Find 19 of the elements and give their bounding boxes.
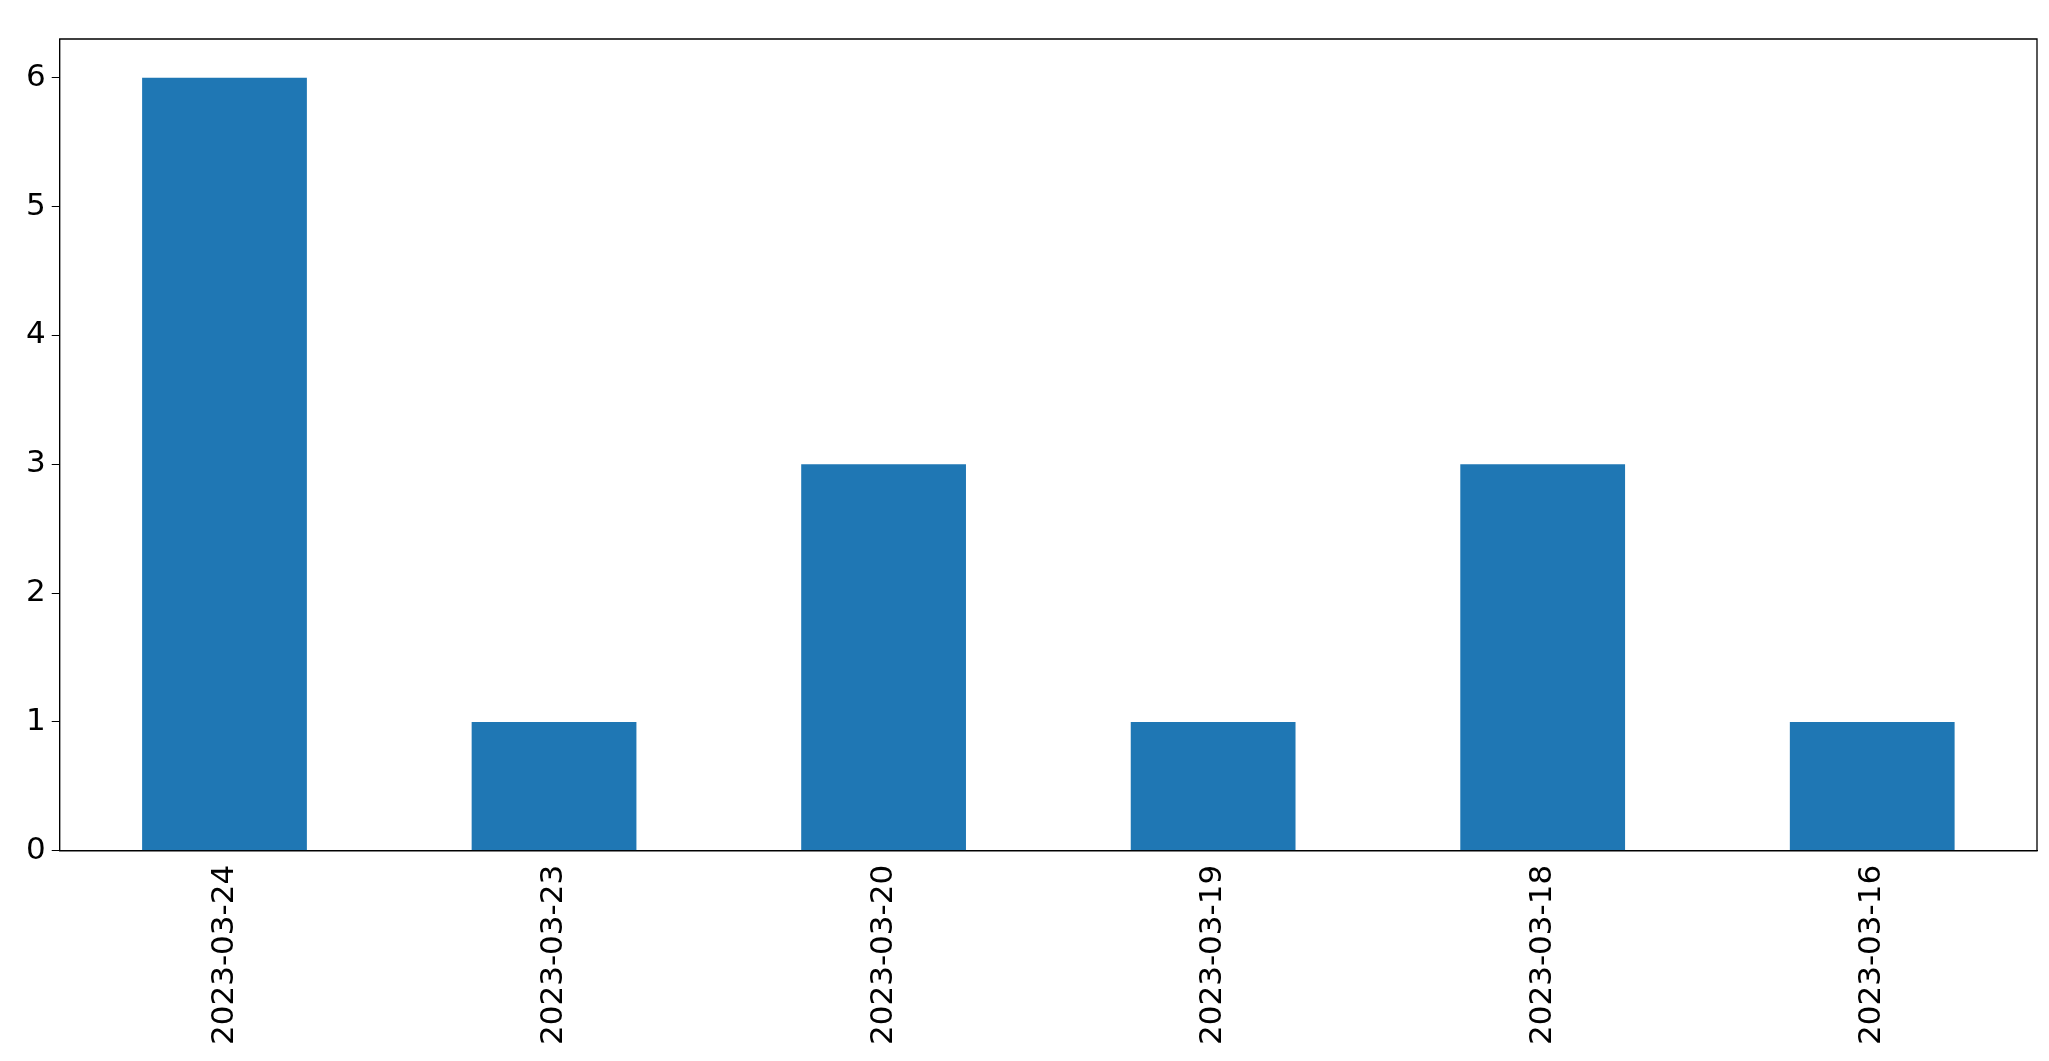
x-tick-label: 2023-03-16 (1851, 864, 1888, 1046)
bar (1460, 464, 1626, 851)
x-tick-label: 2023-03-24 (203, 864, 240, 1046)
y-tick-label: 0 (25, 829, 46, 866)
bar (1130, 721, 1296, 851)
y-tick-label: 3 (25, 443, 46, 480)
x-tick-label: 2023-03-20 (862, 864, 899, 1046)
bar (1789, 721, 1955, 851)
y-tick-label: 6 (25, 56, 46, 93)
x-tick-label: 2023-03-23 (533, 864, 570, 1046)
bar (142, 77, 307, 851)
y-tick-label: 2 (25, 572, 46, 609)
y-tick-label: 4 (25, 314, 46, 351)
x-tick-label: 2023-03-18 (1521, 864, 1558, 1046)
bar (801, 464, 966, 851)
bar (471, 721, 637, 851)
x-tick-label: 2023-03-19 (1192, 864, 1229, 1046)
y-tick-label: 5 (25, 185, 46, 222)
y-tick-label: 1 (25, 701, 46, 738)
